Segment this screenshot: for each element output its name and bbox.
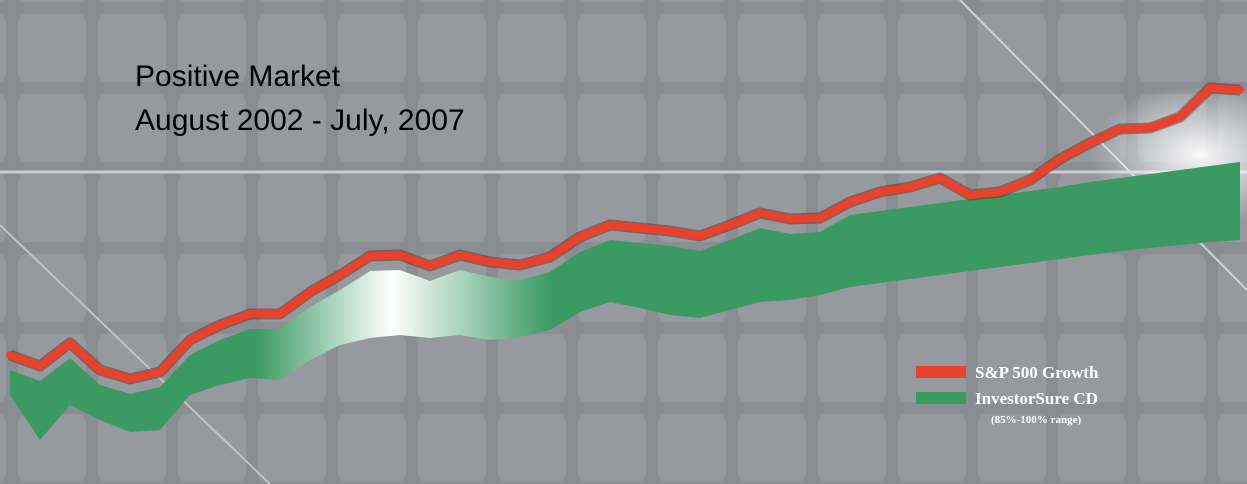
legend-label: InvestorSure CD [975, 389, 1098, 408]
legend-swatch [916, 366, 966, 378]
chart-title: Positive Market [135, 60, 341, 93]
legend-label: S&P 500 Growth [975, 363, 1099, 382]
legend-note: (85%-100% range) [991, 414, 1081, 426]
chart-subtitle: August 2002 - July, 2007 [135, 104, 465, 137]
legend: S&P 500 Growth InvestorSure CD (85%-100%… [916, 363, 1099, 426]
series-line [6, 84, 1244, 383]
range-band [10, 162, 1240, 440]
decor-line [0, 224, 271, 484]
legend-swatch [916, 392, 966, 404]
plot [6, 82, 1244, 440]
